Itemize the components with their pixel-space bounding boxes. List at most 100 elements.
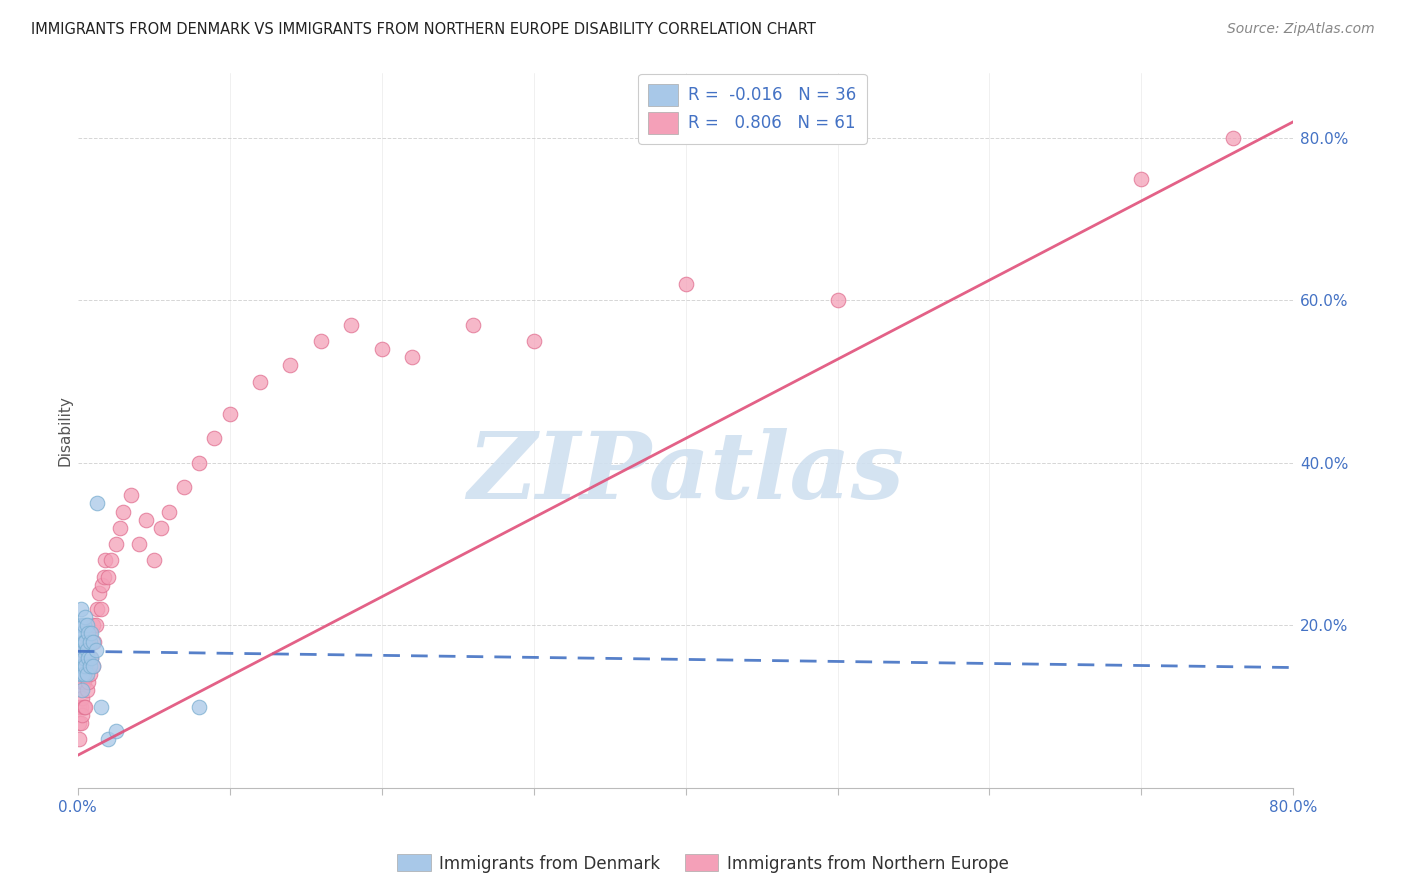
Point: [73, 667, 96, 681]
Point: [89, 699, 111, 714]
Point: [72, 707, 94, 722]
Point: [77, 650, 100, 665]
Point: [91, 577, 114, 591]
Point: [218, 407, 240, 421]
Point: [173, 480, 195, 494]
Point: [1130, 171, 1153, 186]
Point: [80, 650, 103, 665]
Point: [523, 334, 546, 348]
Point: [67, 659, 90, 673]
Point: [75, 610, 97, 624]
Point: [675, 277, 697, 292]
Point: [340, 318, 363, 332]
Point: [280, 359, 302, 373]
Point: [204, 432, 226, 446]
Point: [76, 667, 98, 681]
Point: [76, 650, 98, 665]
Point: [80, 650, 103, 665]
Point: [72, 691, 94, 706]
Point: [72, 650, 94, 665]
Point: [67, 650, 90, 665]
Point: [72, 626, 94, 640]
Point: [83, 634, 105, 648]
Point: [80, 626, 103, 640]
Legend: R =  -0.016   N = 36, R =   0.806   N = 61: R = -0.016 N = 36, R = 0.806 N = 61: [638, 74, 866, 144]
Point: [97, 731, 120, 746]
Text: ZIPatlas: ZIPatlas: [467, 428, 904, 518]
Point: [77, 675, 100, 690]
Point: [77, 634, 100, 648]
Point: [150, 521, 173, 535]
Point: [82, 659, 104, 673]
Point: [72, 667, 94, 681]
Point: [77, 626, 100, 640]
Point: [97, 569, 120, 583]
Point: [84, 618, 107, 632]
Point: [67, 731, 90, 746]
Point: [69, 626, 91, 640]
Point: [79, 626, 101, 640]
Point: [69, 715, 91, 730]
Point: [401, 351, 423, 365]
Point: [76, 642, 98, 657]
Point: [112, 505, 135, 519]
Legend: Immigrants from Denmark, Immigrants from Northern Europe: Immigrants from Denmark, Immigrants from…: [391, 847, 1015, 880]
Point: [94, 553, 117, 567]
Point: [72, 659, 94, 673]
Point: [69, 634, 91, 648]
Point: [73, 650, 96, 665]
Point: [75, 667, 97, 681]
Point: [188, 456, 211, 470]
Text: Source: ZipAtlas.com: Source: ZipAtlas.com: [1227, 22, 1375, 37]
Point: [75, 642, 97, 657]
Point: [370, 342, 392, 356]
Point: [79, 634, 101, 648]
Point: [89, 602, 111, 616]
Point: [100, 553, 122, 567]
Point: [69, 602, 91, 616]
Point: [104, 537, 127, 551]
Point: [82, 618, 104, 632]
Point: [120, 488, 142, 502]
Point: [1222, 131, 1244, 145]
Point: [827, 293, 849, 308]
Point: [461, 318, 484, 332]
Point: [93, 569, 115, 583]
Point: [135, 513, 157, 527]
Point: [309, 334, 332, 348]
Point: [142, 553, 165, 567]
Point: [82, 659, 104, 673]
Text: IMMIGRANTS FROM DENMARK VS IMMIGRANTS FROM NORTHERN EUROPE DISABILITY CORRELATIO: IMMIGRANTS FROM DENMARK VS IMMIGRANTS FR…: [31, 22, 815, 37]
Point: [188, 699, 211, 714]
Point: [73, 675, 96, 690]
Point: [104, 723, 127, 738]
Point: [79, 659, 101, 673]
Point: [157, 505, 180, 519]
Point: [73, 634, 96, 648]
Point: [82, 634, 104, 648]
Point: [72, 642, 94, 657]
Point: [75, 699, 97, 714]
Point: [249, 375, 271, 389]
Point: [69, 699, 91, 714]
Point: [110, 521, 132, 535]
Point: [79, 667, 101, 681]
Point: [67, 667, 90, 681]
Point: [84, 642, 107, 657]
Point: [75, 659, 97, 673]
Point: [72, 683, 94, 698]
Point: [73, 618, 96, 632]
Point: [67, 715, 90, 730]
Point: [86, 602, 108, 616]
Point: [72, 675, 94, 690]
Point: [69, 667, 91, 681]
Point: [128, 537, 150, 551]
Point: [86, 496, 108, 510]
Point: [73, 699, 96, 714]
Point: [76, 618, 98, 632]
Point: [67, 699, 90, 714]
Point: [73, 650, 96, 665]
Point: [76, 683, 98, 698]
Y-axis label: Disability: Disability: [58, 395, 72, 466]
Point: [69, 618, 91, 632]
